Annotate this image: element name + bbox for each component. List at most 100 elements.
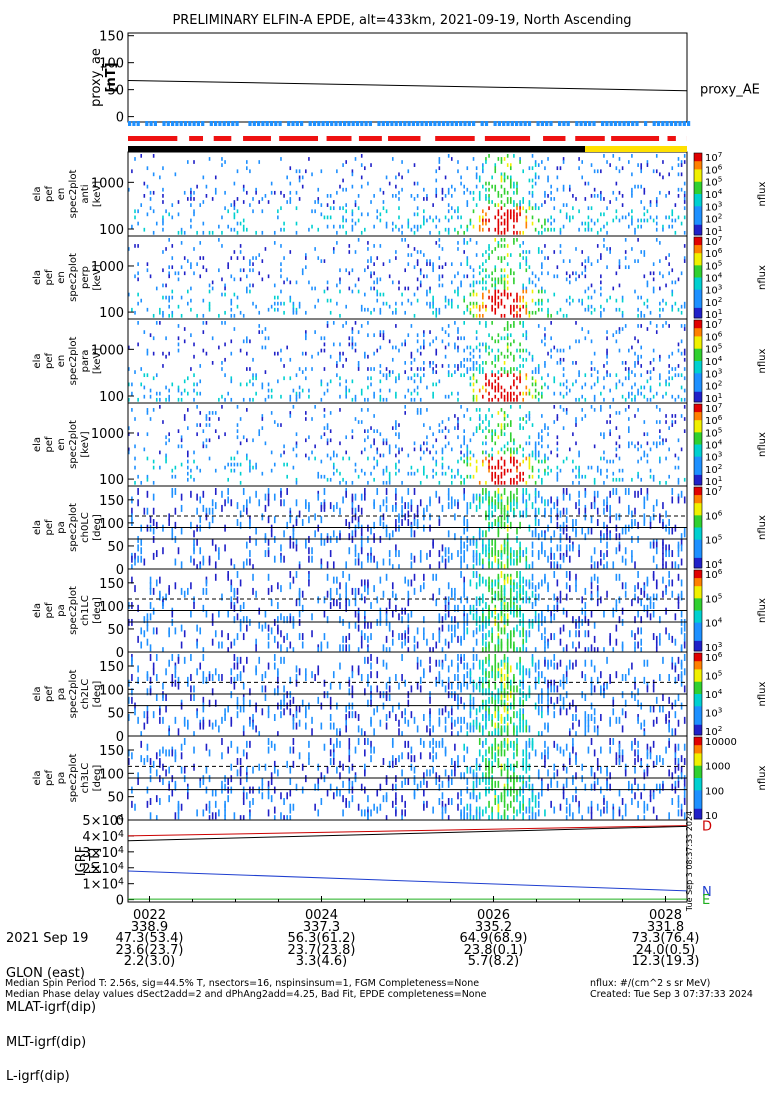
spectrogram-pixel [240,222,242,226]
spectrogram-pixel [647,284,649,288]
spectrogram-pixel [581,417,583,421]
spectrogram-pixel [218,314,220,318]
spectrogram-pixel [308,281,310,285]
spectrogram-pixel [681,594,683,601]
spectrogram-pixel [501,185,503,189]
spectrogram-pixel [324,691,326,698]
spectrogram-pixel [258,324,260,328]
spectrogram-pixel [234,250,236,254]
spectrogram-pixel [522,596,524,603]
spectrogram-pixel [560,166,562,170]
spectrogram-pixel [591,516,593,523]
spectrogram-pixel [650,370,652,374]
spectrogram-pixel [389,481,391,485]
spectrogram-pixel [370,259,372,263]
spectrogram-pixel [622,478,624,482]
spectrogram-pixel [314,457,316,461]
spectrogram-pixel [376,685,378,692]
spectrogram-pixel [252,197,254,201]
spectrogram-pixel [597,519,599,526]
spectrogram-pixel [373,281,375,285]
spectrogram-pixel [563,625,565,632]
spectrogram-pixel [311,728,313,735]
spectrogram-pixel [628,376,630,380]
spectrogram-pixel [473,383,475,387]
spectrogram-pixel [501,561,503,568]
spectrogram-pixel [134,244,136,248]
spectrogram-pixel [401,674,403,681]
spectrogram-pixel [395,466,397,470]
spectrogram-pixel [156,373,158,377]
spectrogram-pixel [460,451,462,455]
proxy-ae-legend: proxy_AE [700,83,760,98]
spectrogram-pixel [150,274,152,278]
spectrogram-pixel [600,559,602,566]
spectrogram-pixel [389,339,391,343]
spectrogram-pixel [196,539,198,546]
spectrogram-pixel [507,200,509,204]
spectrogram-pixel [529,582,531,589]
spectrogram-pixel [591,405,593,409]
spectrogram-pixel [134,274,136,278]
spectrogram-pixel [640,639,642,646]
spectrogram-pixel [271,530,273,537]
spectrogram-pixel [644,253,646,257]
spectrogram-pixel [600,169,602,173]
spectrogram-pixel [280,191,282,195]
spectrogram-pixel [209,423,211,427]
spectrogram-pixel [634,352,636,356]
spectrogram-pixel [426,219,428,223]
spectrogram-pixel [563,373,565,377]
spectrogram-pixel [376,671,378,678]
spectrogram-pixel [252,262,254,266]
spectrogram-pixel [684,154,686,158]
spectrogram-pixel [668,324,670,328]
spectrogram-pixel [429,343,431,347]
spectrogram-pixel [274,191,276,195]
spectrogram-pixel [159,708,161,715]
spectrogram-pixel [482,343,484,347]
spectrogram-pixel [659,172,661,176]
spectrogram-pixel [153,336,155,340]
spectrogram-pixel [488,392,490,396]
spectrogram-pixel [544,627,546,634]
spectrogram-pixel [476,293,478,297]
spectrogram-pixel [467,596,469,603]
spectrogram-pixel [581,386,583,390]
spectrogram-pixel [557,417,559,421]
spectrogram-pixel [513,398,515,402]
spectrogram-pixel [612,611,614,618]
spectrogram-pixel [305,336,307,340]
spectrogram-pixel [460,571,462,578]
spectrogram-pixel [532,370,534,374]
spectrogram-pixel [522,454,524,458]
spectrogram-pixel [665,256,667,260]
spectrogram-pixel [196,494,198,501]
spectrogram-pixel [181,398,183,402]
spectrogram-pixel [218,238,220,242]
spectrogram-pixel [302,352,304,356]
spectrogram-pixel [426,302,428,306]
spectrogram-pixel [237,256,239,260]
energy-ytick-label: 1000 [91,427,124,442]
spectrogram-pixel [659,516,661,523]
spectrogram-pixel [575,398,577,402]
spectrogram-pixel [187,454,189,458]
spectrogram-pixel [380,333,382,337]
spectrogram-pixel [348,711,350,718]
spectrogram-pixel [296,231,298,235]
spectrogram-pixel [364,633,366,640]
spectrogram-pixel [501,627,503,634]
spectrogram-pixel [566,457,568,461]
panel-ylabel-line: ela [32,186,43,201]
spectrogram-pixel [485,441,487,445]
spectrogram-pixel [637,448,639,452]
spectrogram-pixel [591,311,593,315]
spectrogram-pixel [224,525,226,532]
spectrogram-pixel [206,268,208,272]
spectrogram-pixel [600,550,602,557]
spectrogram-pixel [215,544,217,551]
spectrogram-pixel [585,336,587,340]
spectrogram-pixel [460,596,462,603]
spectrogram-pixel [460,225,462,229]
